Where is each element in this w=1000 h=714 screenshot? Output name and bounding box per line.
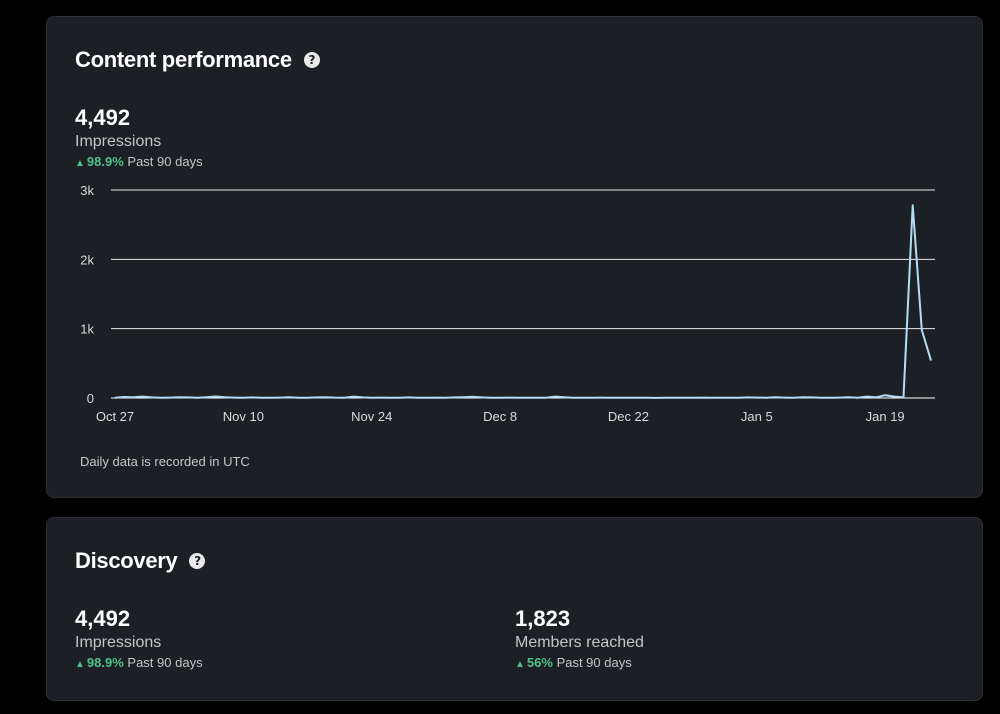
impressions-line-chart: 0 1k 2k 3k Oct 27 Nov 10 Nov 24 Dec 8 Dec 22 Jan …: [80, 183, 935, 424]
x-tick-label: Jan 5: [741, 409, 773, 424]
content-performance-title-text: Content performance: [75, 47, 292, 72]
utc-footnote: Daily data is recorded in UTC: [80, 454, 250, 469]
x-tick-label: Oct 27: [96, 409, 134, 424]
trend-up-icon: ▲: [75, 659, 85, 670]
metric-change-percent: 56%: [526, 655, 553, 670]
discovery-title-text: Discovery: [75, 548, 178, 573]
x-tick-label: Nov 24: [351, 409, 392, 424]
content-performance-title: Content performance ?: [75, 47, 320, 73]
x-tick-label: Dec 22: [608, 409, 649, 424]
impressions-series-line: [114, 204, 932, 399]
x-tick-label: Jan 19: [866, 409, 905, 424]
discovery-card: Discovery ? 4,492 Impressions ▲ 98.9% Pas…: [46, 517, 983, 701]
help-icon[interactable]: ?: [189, 553, 206, 569]
members-reached-metric: 1,823 Members reached ▲ 56% Past 90 days: [515, 606, 644, 674]
metric-value: 1,823: [515, 606, 571, 631]
metric-value: 4,492: [75, 105, 131, 130]
content-performance-card: Content performance ? 4,492 Impressions …: [46, 16, 983, 498]
trend-up-icon: ▲: [75, 158, 85, 169]
metric-label: Impressions: [75, 634, 162, 651]
metric-value: 4,492: [75, 606, 131, 631]
help-icon[interactable]: ?: [303, 52, 320, 68]
metric-change: ▲ 98.9% Past 90 days: [75, 654, 203, 674]
discovery-title: Discovery ?: [75, 548, 206, 574]
x-tick-label: Dec 8: [483, 409, 517, 424]
metric-change: ▲ 56% Past 90 days: [515, 654, 644, 674]
y-tick-label: 1k: [80, 322, 94, 337]
impressions-metric: 4,492 Impressions ▲ 98.9% Past 90 days: [75, 606, 203, 674]
metric-change-percent: 98.9%: [86, 655, 124, 670]
y-tick-label: 0: [87, 391, 94, 406]
metric-period: Past 90 days: [556, 655, 632, 670]
x-tick-label: Nov 10: [223, 409, 264, 424]
metric-label: Impressions: [75, 133, 162, 150]
y-tick-label: 2k: [80, 252, 94, 267]
trend-up-icon: ▲: [515, 659, 525, 670]
metric-change: ▲ 98.9% Past 90 days: [75, 153, 203, 173]
impressions-metric: 4,492 Impressions ▲ 98.9% Past 90 days: [75, 105, 203, 173]
metric-period: Past 90 days: [127, 655, 203, 670]
metric-period: Past 90 days: [127, 154, 203, 169]
metric-label: Members reached: [515, 634, 644, 651]
metric-change-percent: 98.9%: [86, 154, 124, 169]
y-tick-label: 3k: [80, 183, 94, 198]
